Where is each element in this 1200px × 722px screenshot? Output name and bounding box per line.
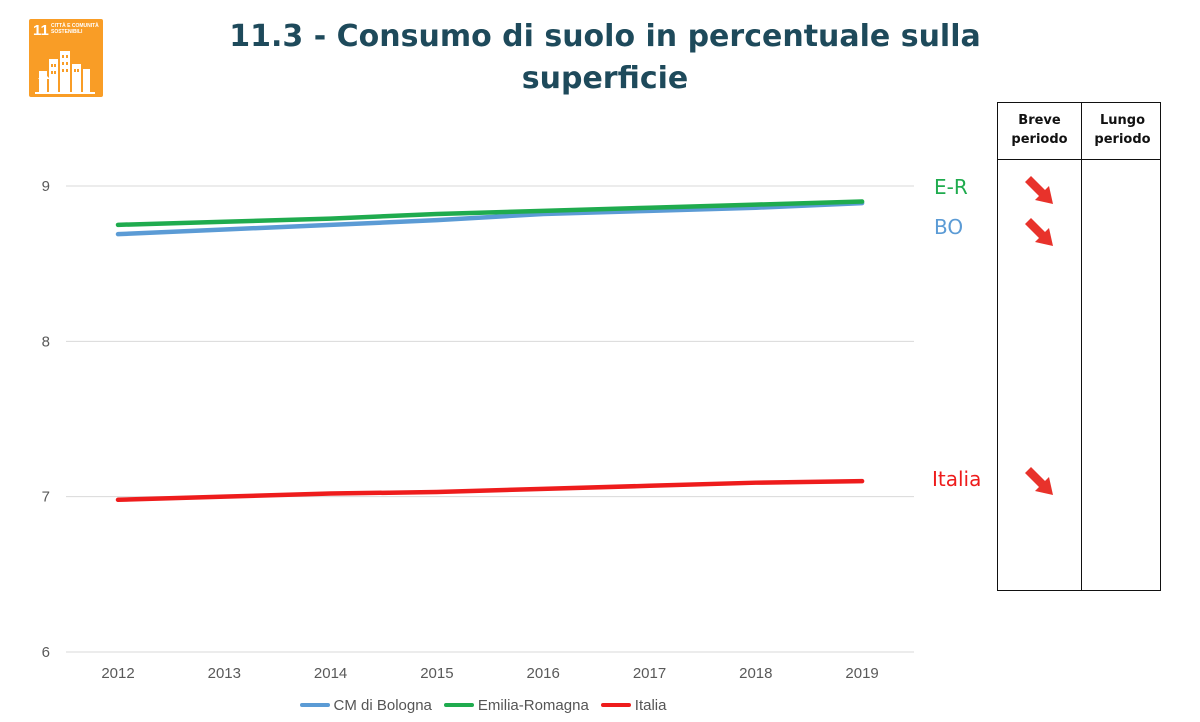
legend-item: Emilia-Romagna bbox=[443, 696, 589, 714]
sustainable-city-icon bbox=[35, 51, 95, 94]
series-label-er: E-R bbox=[934, 175, 968, 199]
series-line-emilia-romagna bbox=[115, 199, 865, 228]
sdg-number: 11 bbox=[33, 22, 49, 39]
trend-table: Breve periodo Lungo periodo bbox=[997, 102, 1161, 591]
series-line-italia bbox=[115, 478, 865, 503]
legend-label: CM di Bologna bbox=[333, 696, 432, 714]
sdg-11-badge: 11 CITTÀ E COMUNITÀ SOSTENIBILI bbox=[29, 19, 103, 97]
x-tick-label: 2018 bbox=[739, 665, 772, 682]
y-tick-label: 9 bbox=[42, 178, 50, 195]
chart-legend: CM di Bologna Emilia-Romagna Italia bbox=[0, 693, 966, 717]
table-divider-horizontal bbox=[998, 159, 1160, 160]
legend-swatch bbox=[600, 703, 631, 707]
arrow-down-right-icon bbox=[1025, 176, 1053, 204]
arrow-down-right-icon bbox=[1025, 467, 1053, 495]
legend-swatch bbox=[299, 703, 330, 707]
legend-label: Emilia-Romagna bbox=[477, 696, 589, 714]
x-tick-label: 2019 bbox=[845, 665, 878, 682]
legend-label: Italia bbox=[634, 696, 667, 714]
y-tick-label: 7 bbox=[42, 489, 50, 506]
legend-item: CM di Bologna bbox=[299, 696, 432, 714]
legend-item: Italia bbox=[600, 696, 667, 714]
legend-swatch bbox=[443, 703, 474, 707]
x-tick-label: 2015 bbox=[420, 665, 453, 682]
sdg-label: CITTÀ E COMUNITÀ SOSTENIBILI bbox=[51, 23, 99, 35]
series-label-bo: BO bbox=[934, 215, 964, 239]
x-tick-label: 2013 bbox=[208, 665, 241, 682]
table-divider-vertical bbox=[1081, 103, 1082, 590]
header-breve-periodo: Breve periodo bbox=[1011, 113, 1068, 147]
x-tick-label: 2017 bbox=[633, 665, 666, 682]
header-lungo-periodo: Lungo periodo bbox=[1094, 113, 1151, 147]
x-tick-label: 2016 bbox=[527, 665, 560, 682]
y-tick-label: 8 bbox=[42, 333, 50, 350]
series-label-italia: Italia bbox=[932, 467, 982, 491]
arrow-down-right-icon bbox=[1025, 218, 1053, 246]
x-tick-label: 2014 bbox=[314, 665, 347, 682]
x-tick-label: 2012 bbox=[101, 665, 134, 682]
chart-title: 11.3 - Consumo di suolo in percentuale s… bbox=[229, 19, 981, 96]
y-tick-label: 6 bbox=[42, 644, 50, 661]
series-line-cm-di-bologna bbox=[115, 200, 865, 237]
